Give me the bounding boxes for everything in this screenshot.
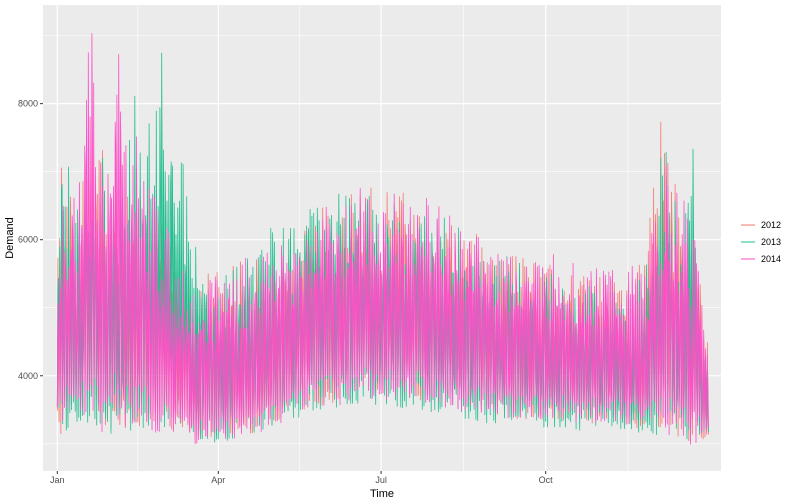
x-tick-label: Jan	[50, 475, 65, 485]
x-tick-label: Apr	[211, 475, 225, 485]
x-tick-label: Jul	[375, 475, 387, 485]
y-axis-title: Demand	[4, 217, 16, 259]
legend: 2012 2013 2014	[738, 215, 786, 269]
legend-label-2013: 2013	[761, 237, 781, 247]
y-tick-label: 6000	[18, 235, 38, 245]
legend-label-2014: 2014	[761, 254, 781, 264]
axes: 4000 6000 8000 Jan Apr Jul Oct	[18, 99, 553, 485]
series-line-2014	[56, 33, 709, 445]
x-axis-title: Time	[370, 488, 394, 500]
legend-label-2012: 2012	[761, 220, 781, 230]
x-tick-label: Oct	[539, 475, 554, 485]
series-layer	[56, 33, 709, 445]
y-tick-label: 8000	[18, 99, 38, 109]
y-tick-label: 4000	[18, 371, 38, 381]
